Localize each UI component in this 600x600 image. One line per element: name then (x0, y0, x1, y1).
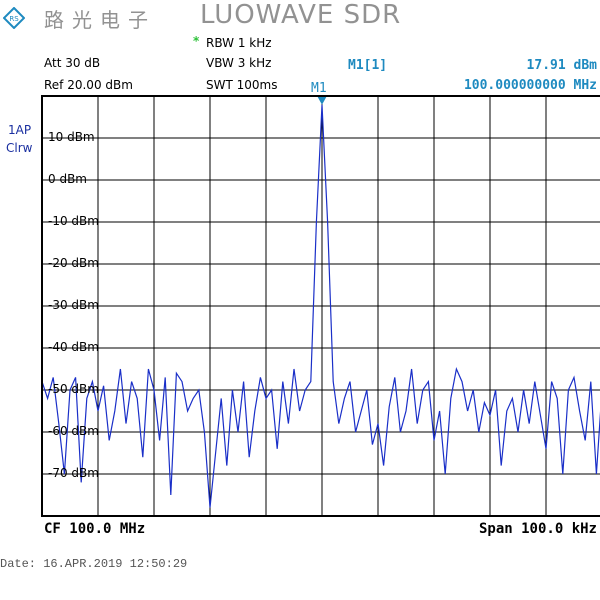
rbw-value: RBW 1 kHz (206, 36, 272, 50)
rs-logo-icon: RS (3, 7, 25, 29)
y-tick-label: -40 dBm (48, 340, 99, 354)
marker-m1-triangle[interactable] (317, 95, 327, 105)
marker-m1-tag: M1 (311, 81, 327, 96)
watermark-cn: 路光电子 (44, 8, 156, 32)
y-tick-label: -50 dBm (48, 382, 99, 396)
marker-label: M1[1] (348, 58, 388, 73)
center-frequency: CF 100.0 MHz (44, 521, 146, 537)
att-value: Att 30 dB (44, 56, 101, 70)
marker-level: 17.91 dBm (526, 58, 597, 73)
y-tick-label: -30 dBm (48, 298, 99, 312)
vbw-value: VBW 3 kHz (206, 56, 272, 70)
date-stamp: Date: 16.APR.2019 12:50:29 (0, 557, 188, 571)
trace-line (41, 104, 600, 508)
y-tick-label: -20 dBm (48, 256, 99, 270)
y-tick-label: -60 dBm (48, 424, 99, 438)
plot-frame (41, 95, 600, 517)
trace-detector: 1AP (8, 123, 32, 137)
marker-frequency: 100.000000000 MHz (463, 78, 597, 93)
y-tick-label: 0 dBm (48, 172, 87, 186)
y-tick-label: -10 dBm (48, 214, 99, 228)
watermark-en: LUOWAVE SDR (200, 0, 402, 30)
trace-mode: Clrw (6, 141, 33, 155)
ref-level: Ref 20.00 dBm (44, 78, 133, 92)
sweep-time: SWT 100ms (206, 78, 278, 92)
svg-text:RS: RS (9, 15, 19, 23)
y-tick-label: 10 dBm (48, 130, 95, 144)
span: Span 100.0 kHz (478, 521, 597, 537)
rbw-coupled-mark: * (193, 34, 200, 48)
y-tick-label: -70 dBm (48, 466, 99, 480)
